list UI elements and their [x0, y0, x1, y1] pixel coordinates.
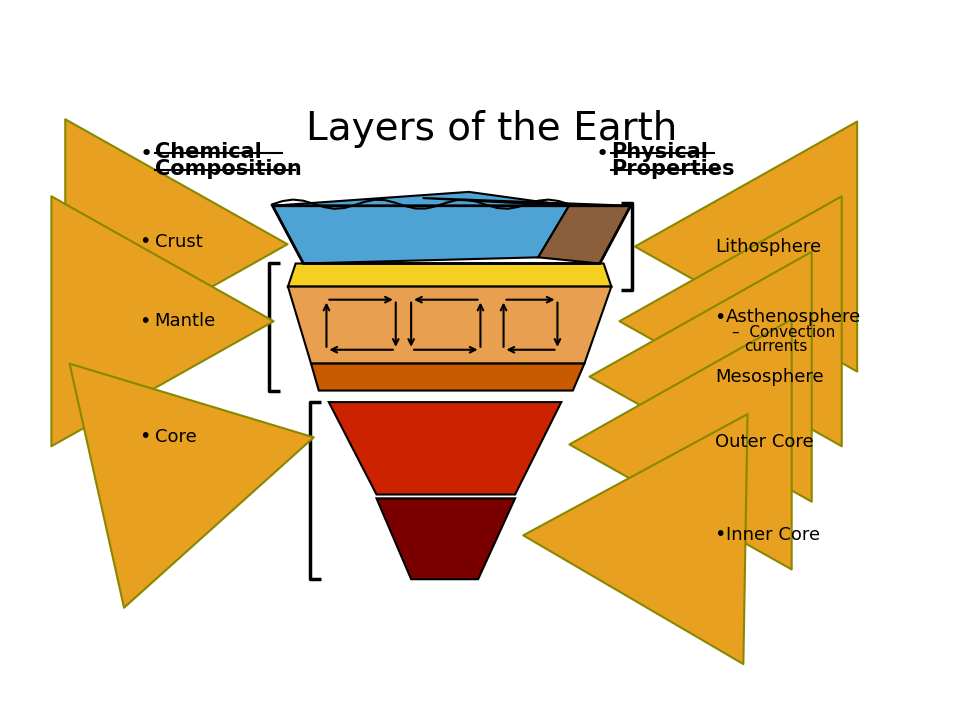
Text: –  Convection: – Convection: [732, 325, 835, 341]
Text: Mantle: Mantle: [155, 312, 216, 330]
Text: Mesosphere: Mesosphere: [715, 368, 824, 386]
Text: currents: currents: [745, 339, 808, 354]
Polygon shape: [288, 264, 612, 287]
Text: •: •: [713, 308, 725, 327]
Text: •: •: [596, 144, 610, 164]
Text: Core: Core: [155, 428, 197, 446]
Text: Lithosphere: Lithosphere: [715, 238, 822, 256]
Text: Outer Core: Outer Core: [715, 433, 814, 451]
Polygon shape: [376, 498, 516, 579]
Text: Physical: Physical: [612, 142, 708, 162]
Text: •: •: [139, 427, 151, 446]
Text: •: •: [139, 144, 153, 164]
Polygon shape: [311, 364, 585, 390]
Text: •: •: [713, 525, 725, 544]
Text: •: •: [139, 312, 151, 330]
Text: Asthenosphere: Asthenosphere: [726, 308, 861, 326]
Text: Inner Core: Inner Core: [726, 526, 820, 544]
Polygon shape: [288, 287, 612, 364]
Text: Layers of the Earth: Layers of the Earth: [306, 109, 678, 148]
Polygon shape: [328, 402, 562, 495]
Text: Crust: Crust: [155, 233, 203, 251]
Polygon shape: [273, 192, 569, 264]
Text: Composition: Composition: [155, 159, 301, 179]
Text: Chemical: Chemical: [155, 142, 261, 162]
Text: •: •: [139, 233, 151, 251]
Text: Properties: Properties: [612, 159, 734, 179]
Polygon shape: [422, 198, 631, 264]
